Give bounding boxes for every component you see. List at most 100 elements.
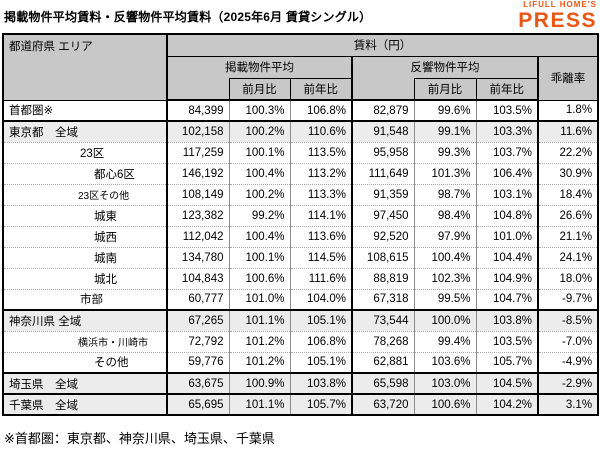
listed-rent-cell: 84,399 — [166, 99, 229, 121]
divergence-cell: 26.6% — [536, 204, 599, 226]
table-row: 神奈川県 全域 67,265 101.1% 105.1% 73,544 100.… — [3, 309, 599, 331]
table-row: 23区 117,259 100.1% 113.5% 95,958 99.3% 1… — [3, 141, 599, 163]
listed-mom-cell: 100.2% — [228, 120, 290, 142]
table-header: 都道府県 エリア 賃料（円） 掲載物件平均 反響物件平均 乖離率 前月比 前年比… — [2, 33, 599, 101]
lifull-homes-press-logo: LIFULL HOME'S PRESS — [518, 1, 597, 32]
header-row-3: 前月比 前年比 前月比 前年比 — [3, 77, 598, 101]
divergence-cell: -2.9% — [536, 372, 599, 394]
header-area: 都道府県 エリア — [2, 33, 168, 101]
header-inquiry-mom: 前月比 — [413, 77, 477, 101]
inquiry-rent-cell: 95,958 — [351, 141, 414, 163]
inquiry-rent-cell: 91,359 — [351, 183, 414, 205]
listed-rent-cell: 134,780 — [166, 246, 229, 268]
area-cell: 23区 — [3, 141, 167, 163]
inquiry-mom-cell: 100.4% — [413, 246, 476, 268]
listed-mom-cell: 101.2% — [228, 330, 290, 352]
listed-yoy-cell: 105.7% — [289, 393, 352, 415]
header-listed-spacer — [166, 78, 230, 101]
listed-rent-cell: 63,675 — [166, 372, 229, 394]
inquiry-rent-cell: 91,548 — [351, 120, 414, 142]
footnote: ※首都圏：東京都、神奈川県、埼玉県、千葉県 — [4, 431, 275, 446]
divergence-cell: 18.0% — [536, 267, 599, 289]
listed-mom-cell: 100.3% — [228, 99, 290, 121]
listed-mom-cell: 100.6% — [228, 267, 290, 289]
listed-rent-cell: 72,792 — [166, 330, 229, 352]
divergence-cell: -4.9% — [536, 351, 599, 373]
inquiry-yoy-cell: 104.5% — [475, 372, 538, 394]
area-cell: 城北 — [3, 267, 167, 289]
listed-yoy-cell: 113.3% — [289, 183, 352, 205]
listed-rent-cell: 59,776 — [166, 351, 229, 373]
listed-mom-cell: 100.4% — [228, 225, 290, 247]
divergence-cell: 1.8% — [536, 99, 599, 121]
inquiry-rent-cell: 65,598 — [351, 372, 414, 394]
inquiry-rent-cell: 67,318 — [351, 288, 414, 310]
table-row: 城北 104,843 100.6% 111.6% 88,819 102.3% 1… — [3, 267, 599, 289]
listed-yoy-cell: 105.1% — [289, 309, 352, 331]
area-cell: 城南 — [3, 246, 167, 268]
inquiry-yoy-cell: 104.9% — [475, 267, 538, 289]
listed-mom-cell: 100.9% — [228, 372, 290, 394]
inquiry-rent-cell: 78,268 — [351, 330, 414, 352]
listed-yoy-cell: 105.1% — [289, 351, 352, 373]
area-cell: 都心6区 — [3, 162, 167, 184]
divergence-cell: 30.9% — [536, 162, 599, 184]
listed-mom-cell: 101.1% — [228, 309, 290, 331]
inquiry-yoy-cell: 101.0% — [475, 225, 538, 247]
table-row: 23区その他 108,149 100.2% 113.3% 91,359 98.7… — [3, 183, 599, 205]
inquiry-mom-cell: 100.0% — [413, 309, 476, 331]
inquiry-yoy-cell: 103.8% — [475, 309, 538, 331]
inquiry-mom-cell: 99.1% — [413, 120, 476, 142]
listed-mom-cell: 100.4% — [228, 162, 290, 184]
inquiry-yoy-cell: 106.4% — [475, 162, 538, 184]
area-cell: 埼玉県 全域 — [3, 372, 167, 394]
inquiry-mom-cell: 98.7% — [413, 183, 476, 205]
header-row-2: 掲載物件平均 反響物件平均 乖離率 — [3, 55, 599, 101]
header-inquiry-yoy: 前年比 — [475, 77, 539, 101]
inquiry-rent-cell: 63,720 — [351, 393, 414, 415]
divergence-cell: 22.2% — [536, 141, 599, 163]
inquiry-mom-cell: 99.5% — [413, 288, 476, 310]
listed-yoy-cell: 113.2% — [289, 162, 352, 184]
header-inquiry-spacer — [351, 78, 415, 101]
inquiry-yoy-cell: 103.5% — [475, 99, 538, 121]
inquiry-mom-cell: 103.6% — [413, 351, 476, 373]
listed-yoy-cell: 103.8% — [289, 372, 352, 394]
divergence-cell: 18.4% — [536, 183, 599, 205]
listed-yoy-cell: 106.8% — [289, 99, 352, 121]
listed-rent-cell: 108,149 — [166, 183, 229, 205]
listed-mom-cell: 100.1% — [228, 141, 290, 163]
table-row: 埼玉県 全域 63,675 100.9% 103.8% 65,598 103.0… — [3, 372, 599, 394]
inquiry-mom-cell: 98.4% — [413, 204, 476, 226]
inquiry-yoy-cell: 104.7% — [475, 288, 538, 310]
area-cell: 首都圏※ — [3, 99, 167, 121]
listed-yoy-cell: 106.8% — [289, 330, 352, 352]
listed-rent-cell: 60,777 — [166, 288, 229, 310]
table-row: 千葉県 全域 65,695 101.1% 105.7% 63,720 100.6… — [3, 393, 599, 415]
inquiry-rent-cell: 62,881 — [351, 351, 414, 373]
header-listed-yoy: 前年比 — [289, 77, 353, 101]
divergence-cell: 24.1% — [536, 246, 599, 268]
listed-rent-cell: 146,192 — [166, 162, 229, 184]
area-cell: 城東 — [3, 204, 167, 226]
inquiry-mom-cell: 99.4% — [413, 330, 476, 352]
listed-rent-cell: 117,259 — [166, 141, 229, 163]
inquiry-mom-cell: 102.3% — [413, 267, 476, 289]
inquiry-mom-cell: 99.3% — [413, 141, 476, 163]
header-divergence-rate: 乖離率 — [536, 55, 599, 101]
header-rent-unit: 賃料（円） — [165, 33, 599, 57]
area-cell: 千葉県 全域 — [3, 393, 167, 415]
inquiry-mom-cell: 97.9% — [413, 225, 476, 247]
listed-yoy-cell: 111.6% — [289, 267, 352, 289]
area-cell: 神奈川県 全域 — [3, 309, 167, 331]
listed-yoy-cell: 110.6% — [289, 120, 352, 142]
table-row: 横浜市・川崎市 72,792 101.2% 106.8% 78,268 99.4… — [3, 330, 599, 352]
inquiry-yoy-cell: 104.8% — [475, 204, 538, 226]
listed-yoy-cell: 114.5% — [289, 246, 352, 268]
area-cell: その他 — [3, 351, 167, 373]
area-cell: 横浜市・川崎市 — [3, 330, 167, 352]
inquiry-mom-cell: 99.6% — [413, 99, 476, 121]
divergence-cell: 3.1% — [536, 393, 599, 415]
inquiry-rent-cell: 97,450 — [351, 204, 414, 226]
area-cell: 市部 — [3, 288, 167, 310]
